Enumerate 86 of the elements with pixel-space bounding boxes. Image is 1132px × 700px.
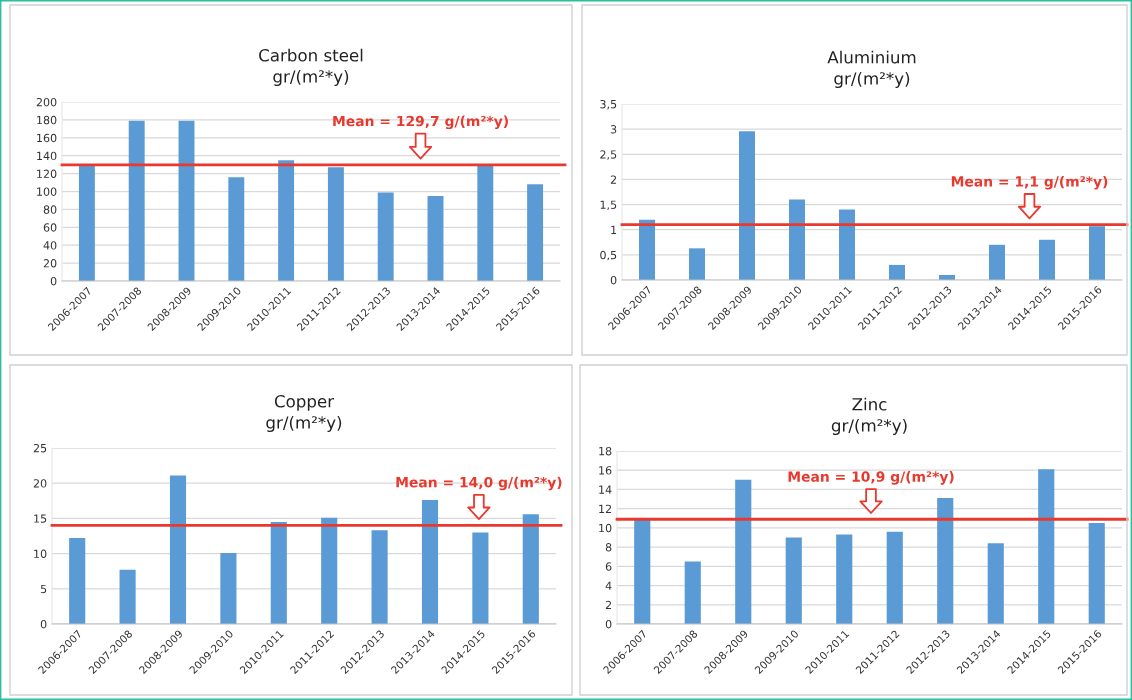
y-tick-label: 200 [36,97,57,107]
ref-line-label: Mean = 14,0 g/(m²*y) [396,476,562,491]
bar [987,543,1004,624]
y-tick-label: 12 [599,504,612,513]
y-tick-label: 2,5 [600,150,617,160]
y-tick-label: 2 [610,175,617,184]
chart-subtitle: gr/(m²*y) [831,418,907,436]
y-tick-label: 40 [43,241,57,250]
chart-title: Aluminium [827,50,916,64]
y-tick-label: 60 [43,223,57,232]
y-tick-label: 100 [37,187,57,196]
bar [739,131,755,280]
chart-title: Copper [274,394,335,411]
ref-line-label: Mean = 129,7 g/(m²*y) [333,115,508,130]
y-tick-label: 0 [605,619,612,629]
y-tick-label: 16 [599,466,612,475]
chart-subtitle: gr/(m²*y) [273,69,349,87]
bar [119,569,136,624]
bar [937,498,954,624]
y-tick-label: 14 [599,485,612,494]
y-tick-label: 120 [37,169,57,178]
bar [789,199,805,280]
y-tick-label: 1,5 [600,200,617,211]
bar [472,532,489,624]
bar [785,537,802,624]
bar [522,514,539,624]
bar [839,209,855,280]
y-tick-label: 10 [599,523,612,533]
bar [220,552,237,624]
y-tick-label: 0,5 [600,250,617,261]
y-tick-label: 6 [605,562,612,571]
bar [371,530,388,624]
ref-line-label: Mean = 1,1 g/(m²*y) [951,175,1108,190]
y-tick-label: 20 [43,259,57,268]
bar [321,517,338,624]
y-tick-label: 3,5 [600,99,617,110]
y-tick-label: 0 [40,619,47,629]
y-tick-label: 1 [611,225,617,234]
bar [477,164,494,281]
bar [836,534,853,624]
ref-line-label: Mean = 10,9 g/(m²*y) [788,471,954,485]
bar [1038,469,1055,624]
bar [689,248,705,280]
y-tick-label: 25 [33,443,47,453]
y-tick-label: 80 [43,205,57,214]
bar [78,165,95,281]
chart-subtitle: gr/(m²*y) [266,415,342,433]
y-tick-label: 10 [34,549,47,558]
bar [327,167,344,281]
bar [889,264,905,280]
y-tick-label: 3 [610,125,617,134]
bar [886,531,903,624]
bar [1089,226,1105,280]
y-tick-label: 5 [40,584,47,594]
y-tick-label: 15 [34,514,47,523]
bar [270,521,287,624]
bar [421,500,439,624]
chart-title: Zinc [852,397,887,411]
bar [527,184,544,281]
bar [735,479,752,624]
y-tick-label: 180 [37,115,57,125]
bar [169,475,187,624]
y-tick-label: 160 [37,133,57,143]
bar [634,518,651,624]
y-tick-label: 8 [605,543,612,552]
bar [377,192,394,281]
bar [1039,239,1055,280]
y-tick-label: 140 [37,151,57,161]
bar [1088,523,1105,624]
bar [128,120,145,281]
bar [989,244,1005,280]
bar [684,561,701,624]
y-tick-label: 2 [605,600,612,609]
bar [69,538,86,624]
bar [178,120,195,281]
y-tick-label: 4 [605,581,612,590]
bar [427,195,444,281]
bar [228,177,245,281]
y-tick-label: 0 [50,276,57,286]
chart-subtitle: gr/(m²*y) [834,71,910,89]
chart-title: Carbon steel [259,48,363,62]
y-tick-label: 20 [33,479,47,488]
bar [639,219,655,280]
y-tick-label: 0 [610,275,617,285]
bar [278,160,295,281]
y-tick-label: 18 [599,446,612,456]
